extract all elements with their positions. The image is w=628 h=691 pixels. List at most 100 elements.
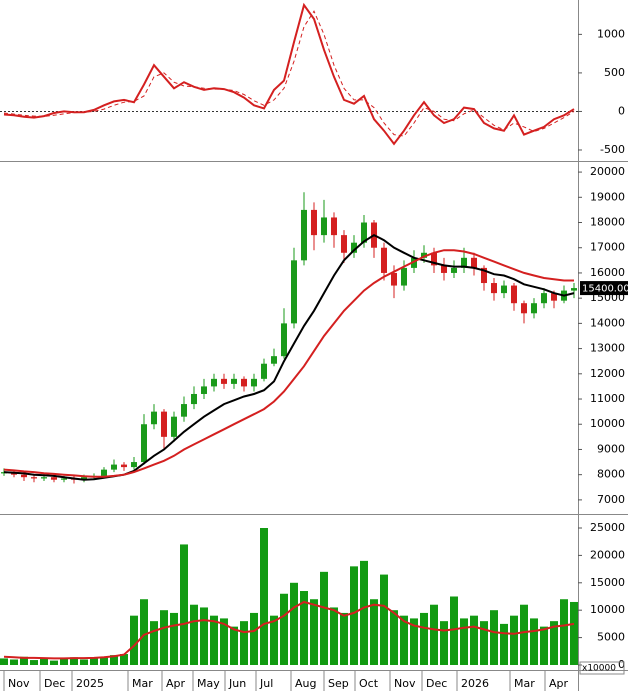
candle-body xyxy=(341,235,347,253)
series-line xyxy=(3,10,575,137)
candle-body xyxy=(271,356,277,364)
y-tick-label: 20000 xyxy=(590,548,625,561)
volume-bar xyxy=(560,599,568,665)
series-line xyxy=(3,2,575,146)
candle-body xyxy=(361,222,367,243)
candle-body xyxy=(31,477,37,479)
x-tick-label: Jul xyxy=(259,677,273,690)
volume-bar xyxy=(400,615,408,665)
y-tick-label: 5000 xyxy=(597,631,625,644)
volume-bar xyxy=(80,659,88,665)
unit-label-box xyxy=(579,661,625,675)
y-tick-label: 16000 xyxy=(590,266,625,279)
candle-body xyxy=(381,247,387,273)
x-tick-label: Aug xyxy=(295,677,316,690)
volume-bar xyxy=(370,599,378,665)
volume-bar xyxy=(90,658,98,665)
candle-body xyxy=(461,257,467,268)
y-tick-label: 10000 xyxy=(590,417,625,430)
unit-label: x10000 xyxy=(582,664,616,674)
volume-bar xyxy=(0,658,8,665)
candle-body xyxy=(571,288,577,291)
volume-bar xyxy=(520,604,528,665)
candle-body xyxy=(471,257,477,268)
candle-body xyxy=(351,242,357,253)
volume-bar xyxy=(190,604,198,665)
x-tick-label: Apr xyxy=(166,677,186,690)
volume-bar xyxy=(280,593,288,665)
y-tick-label: 19000 xyxy=(590,190,625,203)
candle-body xyxy=(301,209,307,261)
volume-bar xyxy=(450,596,458,665)
candle-body xyxy=(81,477,87,480)
y-tick-label: 25000 xyxy=(590,521,625,534)
candle-body xyxy=(171,416,177,437)
y-tick-label: 13000 xyxy=(590,342,625,355)
volume-bar xyxy=(550,621,558,665)
volume-bar xyxy=(140,599,148,665)
candle-body xyxy=(111,464,117,470)
volume-bar xyxy=(30,660,38,665)
x-tick-label: May xyxy=(197,677,220,690)
candle-body xyxy=(531,303,537,314)
candle-body xyxy=(331,217,337,236)
y-tick-label: 0 xyxy=(618,104,625,117)
series-line xyxy=(3,600,575,660)
candle-body xyxy=(121,464,127,468)
volume-bar xyxy=(120,654,128,665)
y-tick-label: 17000 xyxy=(590,241,625,254)
volume-bar xyxy=(360,560,368,665)
candle-body xyxy=(51,477,57,480)
volume-bar xyxy=(420,612,428,665)
volume-bar xyxy=(20,656,28,665)
candle-body xyxy=(261,363,267,379)
volume-bar xyxy=(310,599,318,665)
candle-body xyxy=(181,404,187,417)
candle-body xyxy=(441,265,447,273)
candle-body xyxy=(221,378,227,384)
last-price-box xyxy=(580,281,628,296)
x-tick-label: Sep xyxy=(328,677,349,690)
volume-bar xyxy=(220,618,228,665)
y-tick-label: 10000 xyxy=(590,603,625,616)
candle-body xyxy=(101,469,107,476)
volume-bar xyxy=(340,612,348,665)
candle-body xyxy=(211,378,217,387)
volume-bar xyxy=(350,566,358,665)
volume-bar xyxy=(100,656,108,665)
candle-body xyxy=(391,272,397,286)
candle-body xyxy=(241,378,247,387)
candle-body xyxy=(191,393,197,405)
volume-bar xyxy=(70,657,78,665)
volume-bar xyxy=(200,607,208,665)
volume-bar xyxy=(230,626,238,665)
volume-bar xyxy=(160,610,168,665)
y-tick-label: 7000 xyxy=(597,493,625,506)
series-line xyxy=(3,233,575,481)
volume-bar xyxy=(170,612,178,665)
candle-body xyxy=(291,260,297,324)
x-tick-label: Dec xyxy=(44,677,65,690)
volume-bar xyxy=(540,626,548,665)
volume-bar xyxy=(300,591,308,665)
candle-body xyxy=(481,267,487,284)
volume-bar xyxy=(530,618,538,665)
candle-body xyxy=(501,285,507,294)
volume-bar xyxy=(50,660,58,665)
y-tick-label: 9000 xyxy=(597,442,625,455)
x-tick-label: Mar xyxy=(132,677,153,690)
candle-body xyxy=(321,217,327,236)
x-tick-label: Jun xyxy=(228,677,246,690)
y-tick-label: 1000 xyxy=(597,27,625,40)
x-tick-label: Apr xyxy=(549,677,569,690)
volume-bar xyxy=(440,621,448,665)
x-tick-label: Nov xyxy=(8,677,30,690)
y-tick-label: 0 xyxy=(618,658,625,671)
volume-bar xyxy=(210,615,218,665)
volume-bar xyxy=(380,574,388,665)
candle-body xyxy=(511,285,517,304)
y-tick-label: 15000 xyxy=(590,576,625,589)
volume-bar xyxy=(290,582,298,665)
y-tick-label: 14000 xyxy=(590,316,625,329)
